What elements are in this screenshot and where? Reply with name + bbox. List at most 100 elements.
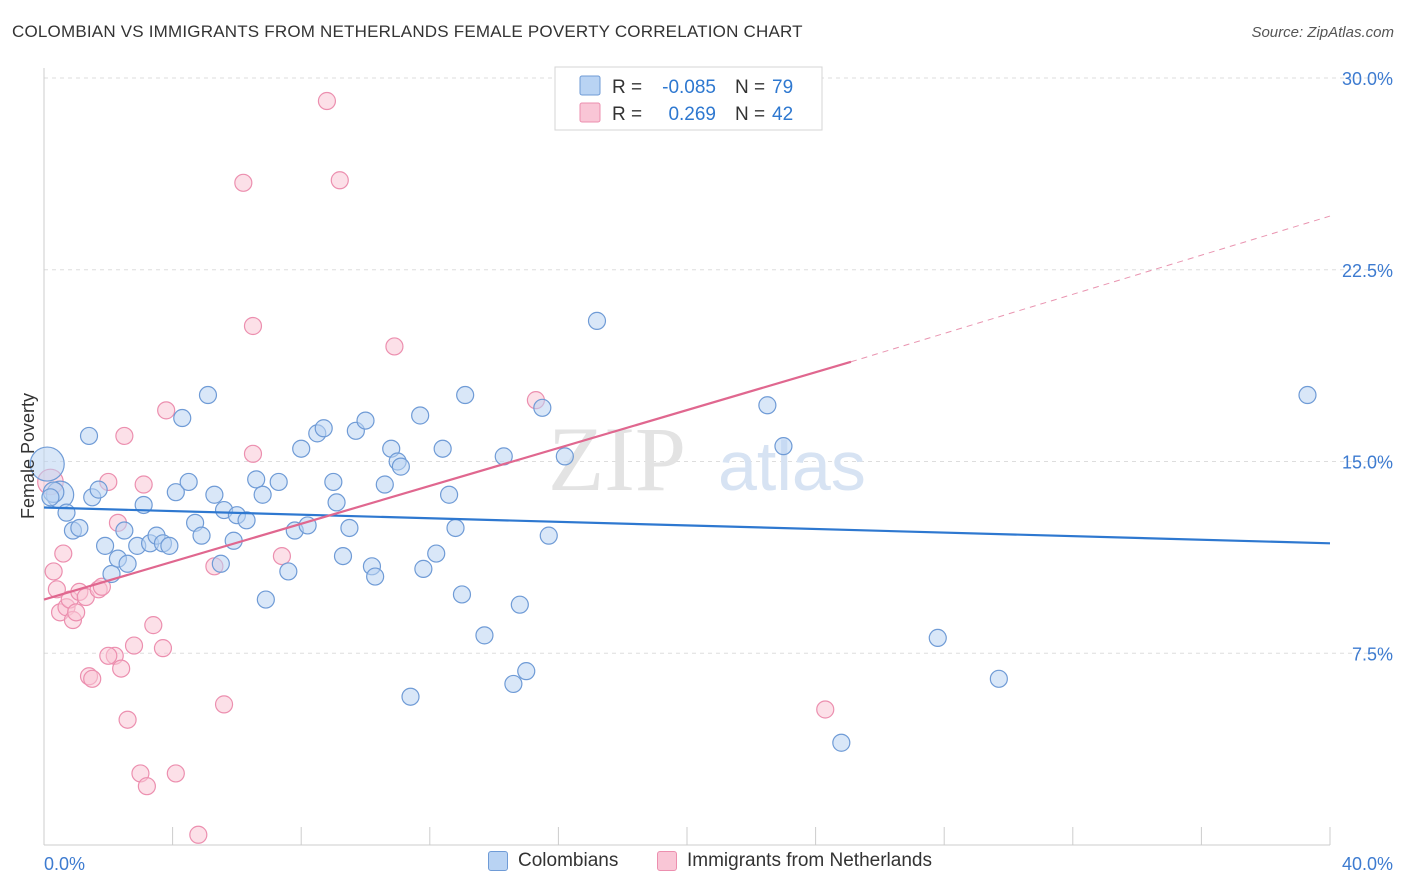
point-netherlands [44, 562, 63, 581]
point-colombians [269, 472, 288, 492]
point-colombians [504, 674, 523, 694]
point-colombians [411, 406, 430, 425]
point-colombians [774, 437, 793, 456]
legend-n-value-pink: 42 [772, 104, 793, 125]
legend-n-value-blue: 79 [772, 77, 793, 98]
legend-label-netherlands: Immigrants from Netherlands [687, 850, 932, 871]
point-netherlands [272, 546, 292, 566]
regression-lines [43, 215, 1331, 601]
point-netherlands [166, 764, 185, 783]
point-colombians [118, 554, 137, 573]
point-netherlands [118, 710, 137, 729]
point-colombians [327, 493, 346, 512]
point-colombians [414, 559, 433, 578]
point-colombians [366, 567, 385, 586]
series-colombians-points [29, 311, 1317, 752]
point-colombians [427, 544, 446, 563]
point-colombians [256, 590, 275, 609]
point-netherlands [317, 91, 337, 111]
point-colombians [433, 439, 452, 458]
point-colombians [279, 562, 298, 581]
point-colombians [324, 472, 343, 492]
point-colombians [198, 385, 218, 405]
legend-swatch-blue [579, 75, 601, 96]
point-colombians [989, 669, 1008, 688]
chart-title: COLOMBIAN VS IMMIGRANTS FROM NETHERLANDS… [12, 22, 803, 41]
point-netherlands [144, 616, 163, 635]
point-netherlands [157, 401, 176, 420]
point-colombians [173, 408, 192, 428]
point-colombians [70, 518, 89, 538]
point-colombians [89, 480, 108, 499]
legend-r-label-blue: R = [612, 77, 642, 98]
point-colombians [446, 518, 465, 538]
legend-item-colombians[interactable]: Colombians [488, 850, 618, 872]
point-colombians [314, 419, 333, 438]
point-netherlands [137, 777, 156, 796]
point-netherlands [54, 544, 73, 563]
point-colombians [29, 446, 65, 482]
point-netherlands [134, 475, 153, 494]
point-netherlands [115, 426, 134, 446]
legend-label-colombians: Colombians [518, 850, 619, 871]
point-colombians [475, 626, 494, 645]
point-colombians [510, 595, 529, 614]
point-colombians [115, 521, 134, 540]
point-colombians [456, 385, 475, 405]
trend-line-colombians [43, 506, 1331, 545]
point-netherlands [67, 603, 86, 622]
bottom-legend: Colombians Immigrants from Netherlands [0, 850, 1406, 880]
point-colombians [237, 511, 256, 530]
point-colombians [333, 546, 353, 566]
x-tick-label-max: 40.0% [1342, 854, 1393, 874]
legend-swatch-pink [579, 102, 601, 123]
trend-line-netherlands-extrapolated [850, 215, 1331, 363]
legend-r-value-pink: 0.269 [668, 104, 716, 125]
point-colombians [587, 311, 607, 330]
y-tick-label: 15.0% [1342, 453, 1393, 473]
point-colombians [205, 485, 224, 504]
point-colombians [452, 585, 472, 604]
point-colombians [533, 398, 552, 417]
point-netherlands [83, 669, 102, 688]
y-tick-labels: 7.5% 15.0% 22.5% 30.0% [1342, 69, 1393, 664]
point-colombians [292, 439, 311, 458]
legend-item-netherlands[interactable]: Immigrants from Netherlands [657, 850, 932, 872]
point-colombians [224, 531, 243, 550]
source-label: Source: ZipAtlas.com [1251, 24, 1394, 41]
legend-n-label-pink: N = [735, 104, 765, 125]
point-colombians [41, 488, 60, 507]
y-tick-label: 7.5% [1352, 644, 1393, 664]
point-netherlands [234, 173, 253, 192]
legend-swatch-colombians [488, 851, 508, 871]
series-netherlands-points [37, 91, 835, 844]
point-netherlands [816, 700, 835, 719]
point-netherlands [124, 636, 144, 655]
point-netherlands [214, 695, 234, 714]
legend-n-label-blue: N = [735, 77, 765, 98]
point-netherlands [189, 825, 208, 844]
point-colombians [375, 475, 394, 494]
point-colombians [253, 485, 272, 504]
point-netherlands [330, 171, 349, 190]
point-colombians [95, 536, 115, 555]
point-netherlands [243, 316, 263, 336]
point-netherlands [385, 337, 404, 356]
point-colombians [555, 447, 574, 466]
point-colombians [832, 733, 851, 752]
point-colombians [391, 457, 410, 476]
point-colombians [192, 526, 211, 545]
point-colombians [160, 536, 179, 555]
point-colombians [57, 503, 76, 522]
legend-swatch-netherlands [657, 851, 677, 871]
trend-line-netherlands [43, 360, 852, 601]
point-colombians [401, 687, 420, 706]
watermark: ZIP atlas [548, 408, 866, 510]
y-axis-title: Female Poverty [18, 393, 38, 519]
point-netherlands [99, 646, 118, 665]
x-tick-label-min: 0.0% [44, 854, 85, 874]
point-colombians [1298, 385, 1317, 405]
point-colombians [758, 396, 777, 415]
point-colombians [928, 628, 947, 648]
